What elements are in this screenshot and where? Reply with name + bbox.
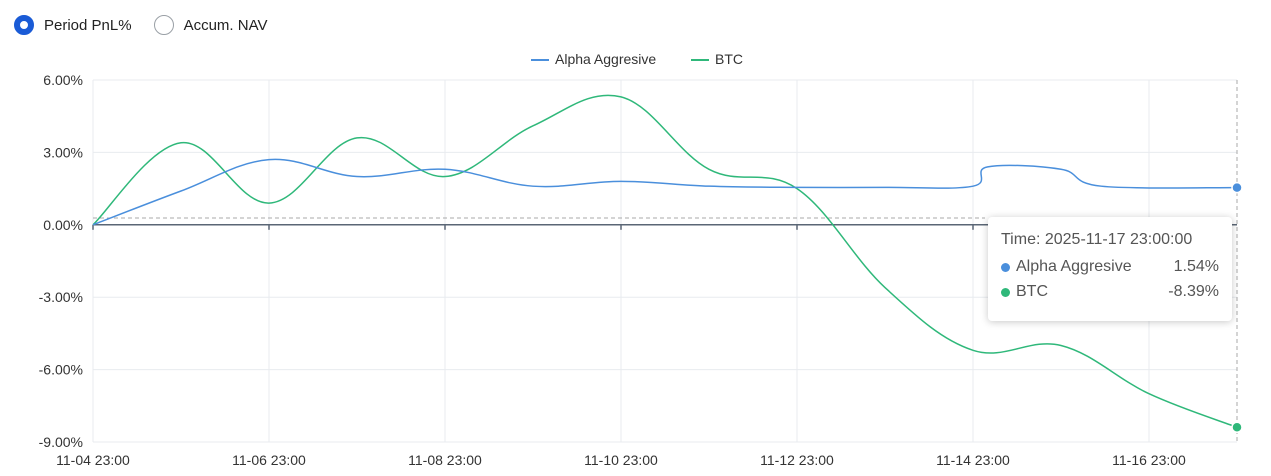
chart-tooltip: Time: 2025-11-17 23:00:00 Alpha Aggresiv…	[988, 217, 1232, 321]
radio-accum-nav-label: Accum. NAV	[183, 16, 268, 34]
tooltip-value-alpha: 1.54%	[1173, 258, 1219, 275]
x-tick-label: 11-14 23:00	[936, 452, 1010, 468]
radio-accum-nav[interactable]: Accum. NAV	[153, 15, 268, 35]
grid	[92, 79, 1238, 443]
x-tick-label: 11-12 23:00	[760, 452, 834, 468]
series-lines	[92, 94, 1243, 434]
tooltip-name-btc: BTC	[1016, 283, 1048, 300]
tooltip-row-btc: BTC -8.39%	[1001, 283, 1219, 301]
tooltip-value-btc: -8.39%	[1168, 283, 1219, 300]
series-point-btc	[1231, 421, 1243, 434]
y-tick-label: 0.00%	[43, 217, 83, 233]
x-tick-label: 11-04 23:00	[56, 452, 130, 468]
radio-period-pnl[interactable]: Period PnL%	[14, 15, 132, 35]
legend[interactable]: Alpha Aggresive BTC	[531, 51, 743, 67]
x-tick-label: 11-16 23:00	[1112, 452, 1186, 468]
legend-label-alpha: Alpha Aggresive	[555, 51, 656, 67]
x-tick-label: 11-10 23:00	[584, 452, 658, 468]
tooltip-dot-alpha-icon	[1001, 262, 1010, 272]
tooltip-row-alpha: Alpha Aggresive 1.54%	[1001, 258, 1219, 276]
radio-period-pnl-label: Period PnL%	[44, 16, 132, 34]
y-tick-label: -3.00%	[39, 289, 83, 305]
legend-item-alpha[interactable]: Alpha Aggresive	[531, 51, 656, 67]
legend-item-btc[interactable]: BTC	[691, 51, 743, 67]
mode-selector: Period PnL% Accum. NAV	[14, 15, 267, 35]
tooltip-dot-btc-icon	[1001, 287, 1010, 297]
tooltip-time: Time: 2025-11-17 23:00:00	[1001, 231, 1193, 248]
y-tick-label: 3.00%	[43, 144, 83, 160]
y-tick-label: 6.00%	[43, 72, 83, 88]
y-tick-label: -6.00%	[39, 362, 83, 378]
tooltip-name-alpha: Alpha Aggresive	[1016, 258, 1132, 275]
x-tick-label: 11-06 23:00	[232, 452, 306, 468]
radio-unselected-icon	[153, 15, 174, 35]
y-tick-label: -9.00%	[39, 434, 83, 450]
series-line-alpha	[92, 158, 1238, 226]
series-point-alpha	[1231, 181, 1243, 194]
radio-selected-icon	[14, 15, 34, 35]
axes: 6.00% 3.00% 0.00% -3.00% -6.00% -9.00% 11-04 2…	[39, 72, 1237, 468]
series-line-btc	[92, 94, 1238, 428]
legend-label-btc: BTC	[715, 51, 743, 67]
x-tick-label: 11-08 23:00	[408, 452, 482, 468]
